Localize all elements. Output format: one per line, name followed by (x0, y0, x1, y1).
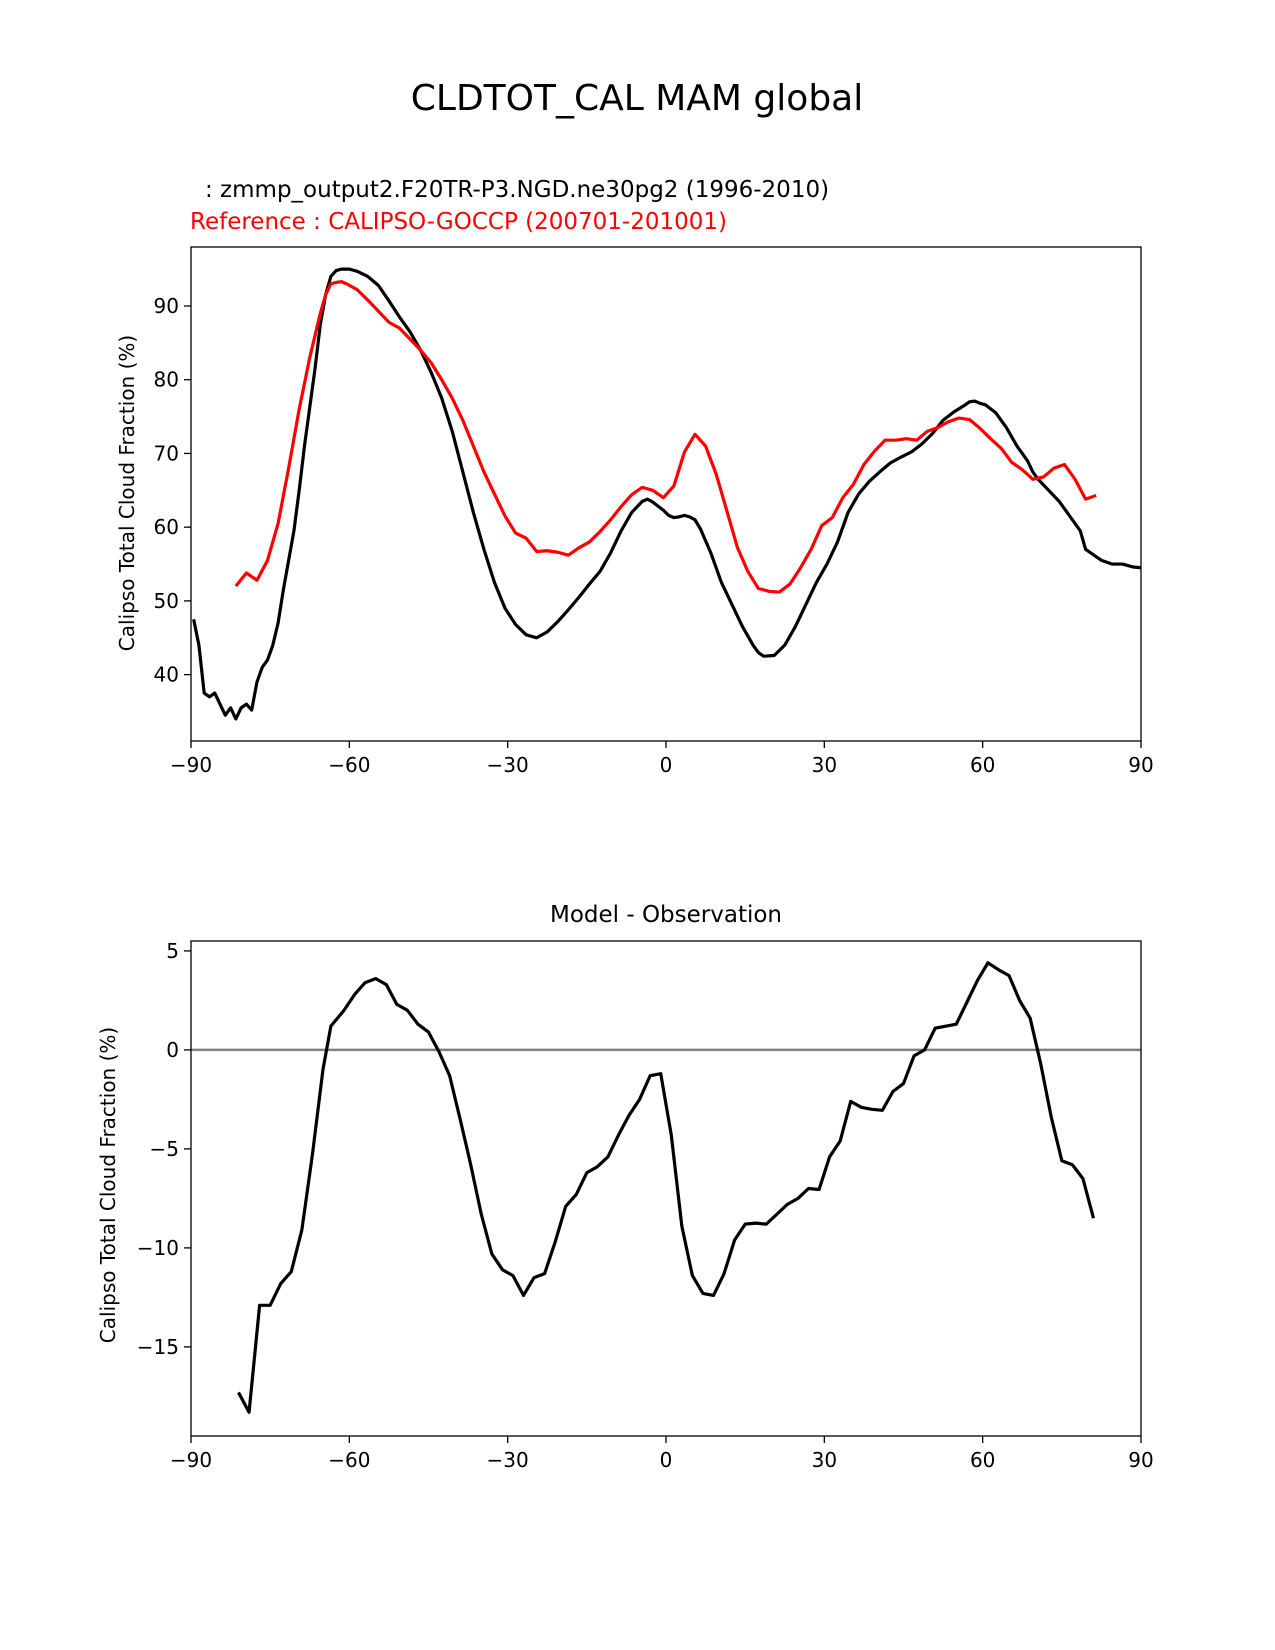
top-y-tick-label: 80 (154, 368, 179, 392)
bottom-series-difference (237, 961, 1096, 1414)
bottom-x-tick-label: 90 (1128, 1448, 1153, 1472)
bottom-y-tick-label: −15 (137, 1335, 179, 1359)
top-plot-area: −90 −60 −30 0 30 60 90 40 50 60 70 80 90 (154, 246, 1154, 777)
bottom-x-tick-label: −60 (328, 1448, 370, 1472)
top-x-tick-label: 90 (1128, 753, 1153, 777)
bottom-x-tick-label: 60 (970, 1448, 995, 1472)
bottom-y-tick-label: −5 (150, 1137, 179, 1161)
bottom-y-tick-label: −10 (137, 1236, 179, 1260)
bottom-panel: Model - Observation Calipso Total Cloud … (96, 902, 1154, 1472)
bottom-x-tick-label: 30 (812, 1448, 837, 1472)
top-y-tick-label: 70 (154, 441, 179, 465)
top-y-tick-label: 50 (154, 589, 179, 613)
bottom-x-tick-label: 0 (660, 1448, 673, 1472)
top-x-tick-label: −60 (328, 753, 370, 777)
bottom-y-axis-label: Calipso Total Cloud Fraction (%) (96, 1027, 120, 1343)
bottom-x-tick-label: −90 (170, 1448, 212, 1472)
top-y-tick-label: 90 (154, 294, 179, 318)
top-x-tick-label: 0 (660, 753, 673, 777)
bottom-x-tick-label: −30 (487, 1448, 529, 1472)
top-x-tick-label: −30 (487, 753, 529, 777)
top-x-tick-label: 60 (970, 753, 995, 777)
bottom-y-tick-label: 0 (166, 1038, 179, 1062)
top-y-axis-label: Calipso Total Cloud Fraction (%) (115, 335, 139, 651)
figure-title: CLDTOT_CAL MAM global (411, 78, 863, 119)
top-series-test (192, 267, 1142, 721)
top-y-tick-label: 60 (154, 515, 179, 539)
bottom-plot-area: −90 −60 −30 0 30 60 90 −15 −10 −5 0 5 (137, 939, 1154, 1472)
top-y-tick-label: 40 (154, 663, 179, 687)
top-x-tick-label: 30 (812, 753, 837, 777)
top-reference-label: Reference : CALIPSO-GOCCP (200701-201001… (190, 209, 727, 235)
top-test-label: : zmmp_output2.F20TR-P3.NGD.ne30pg2 (199… (205, 177, 829, 203)
top-panel: : zmmp_output2.F20TR-P3.NGD.ne30pg2 (199… (115, 177, 1154, 777)
bottom-title: Model - Observation (550, 902, 782, 928)
bottom-axes-frame (190, 940, 1142, 1437)
top-series-reference (234, 280, 1097, 594)
bottom-y-tick-label: 5 (166, 939, 179, 963)
top-x-tick-label: −90 (170, 753, 212, 777)
